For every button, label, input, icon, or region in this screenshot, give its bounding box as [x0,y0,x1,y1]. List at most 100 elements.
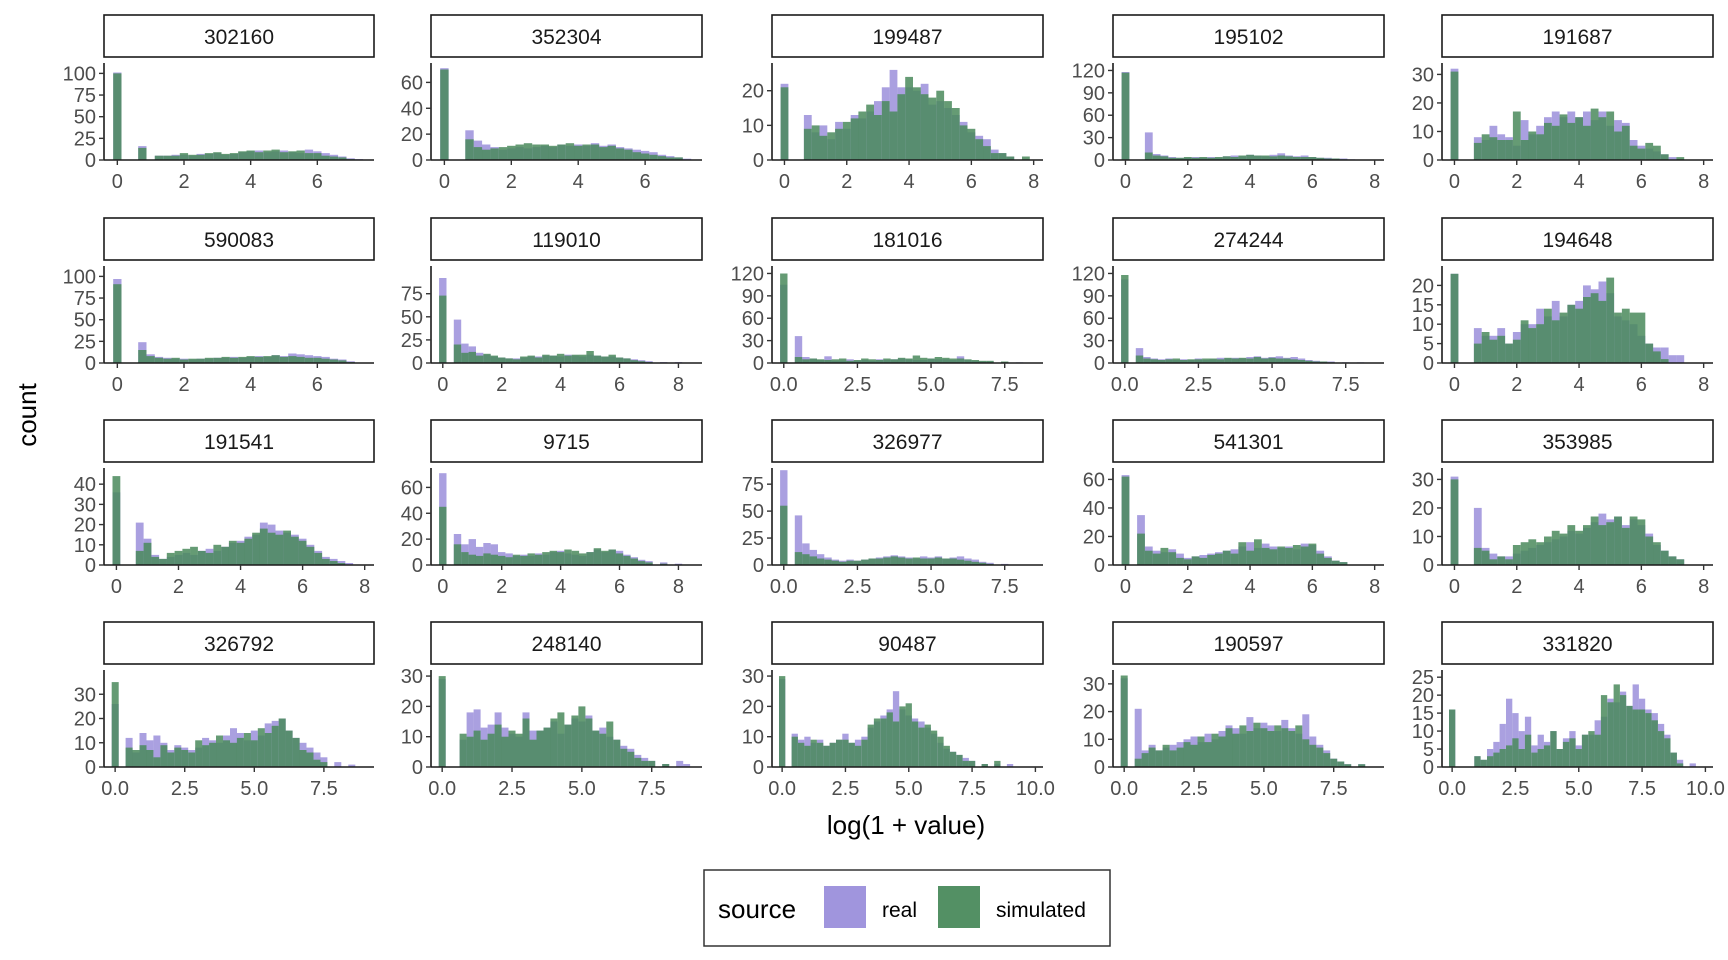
y-tick-label: 10 [742,115,764,137]
y-tick-label: 25 [401,330,423,352]
simulated-bar [990,153,999,160]
facet-strip [1112,14,1385,58]
simulated-bar [321,155,330,160]
simulated-bar [858,111,867,160]
y-tick-label: 75 [742,474,764,496]
simulated-bar [1288,731,1296,767]
facet-title: 195102 [1213,26,1283,49]
simulated-bar [791,736,798,767]
simulated-bar [501,736,509,767]
simulated-bar [1537,749,1544,767]
simulated-bar [1295,725,1303,767]
simulated-bar [534,554,543,565]
simulated-bar [549,550,557,565]
simulated-bar [780,87,789,161]
simulated-bar [542,552,550,565]
simulated-bar [1277,546,1286,565]
simulated-bar [585,718,593,767]
simulated-bar [1281,728,1289,767]
simulated-bar [827,132,836,160]
simulated-bar [630,558,638,565]
x-tick-label: 8 [673,374,684,396]
simulated-bar [263,150,272,160]
simulated-bar [964,560,972,565]
simulated-bar [1230,553,1239,565]
simulated-bar [1253,357,1262,363]
x-tick-label: 7.5 [1320,778,1348,800]
simulated-bar [1632,709,1639,767]
simulated-bar [1215,553,1223,565]
simulated-bar [498,147,508,160]
y-tick-label: 0 [1094,150,1105,172]
simulated-bar [608,354,616,363]
simulated-bar [1569,738,1576,767]
simulated-bar [453,344,462,363]
simulated-bar [204,357,214,363]
x-tick-label: 6 [312,374,323,396]
simulated-bar [949,358,957,363]
simulated-bar [890,359,898,363]
simulated-bar [313,759,321,767]
simulated-bar [229,153,239,160]
simulated-bar [924,724,931,767]
simulated-bar [132,750,140,767]
simulated-bar [1172,358,1180,363]
x-tick-label: 4 [1244,576,1255,598]
simulated-bar [275,534,284,565]
x-tick-label: 6 [1636,171,1647,193]
facet-strip [1441,217,1714,261]
simulated-bar [883,358,891,363]
y-tick-label: 20 [401,124,423,146]
simulated-bar [1528,539,1537,565]
simulated-bar [111,682,119,767]
simulated-bar [1524,734,1532,767]
facet-strip [430,621,703,665]
simulated-bar [1567,525,1576,565]
simulated-bar [842,739,849,767]
simulated-bar [304,153,314,160]
y-tick-label: 0 [85,555,96,577]
simulated-bar [1651,720,1658,767]
simulated-bar [113,73,122,160]
simulated-bar [1664,738,1671,767]
simulated-bar [571,715,579,767]
simulated-bar [1300,157,1309,160]
simulated-bar [571,550,580,565]
simulated-bar [1297,360,1306,363]
simulated-bar [1575,530,1583,565]
simulated-bar [1316,747,1324,767]
simulated-bar [1480,759,1487,767]
simulated-bar [949,558,957,565]
y-tick-label: 40 [401,98,423,120]
simulated-bar [1660,359,1669,363]
simulated-bar [811,125,820,160]
x-tick-label: 0.0 [101,778,129,800]
x-tick-label: 6 [1636,374,1647,396]
simulated-bar [1238,357,1247,363]
simulated-bar [1621,308,1630,363]
simulated-bar [1528,328,1537,363]
simulated-bar [1606,111,1615,160]
simulated-bar [271,355,280,363]
simulated-bar [986,360,994,363]
simulated-bar [195,740,203,767]
simulated-bar [1590,516,1599,565]
simulated-bar [1155,750,1163,767]
simulated-bar [861,739,868,767]
simulated-bar [329,156,339,160]
simulated-bar [154,357,164,363]
simulated-bar [836,739,843,767]
x-tick-label: 7.5 [638,778,666,800]
simulated-bar [846,560,854,565]
simulated-bar [321,358,330,363]
simulated-bar [1481,550,1490,565]
simulated-bar [213,152,222,160]
simulated-bar [956,559,965,565]
simulated-bar [1645,536,1654,565]
simulated-bar [586,351,594,363]
simulated-bar [264,733,272,767]
simulated-bar [337,563,346,565]
simulated-bar [1239,725,1247,767]
